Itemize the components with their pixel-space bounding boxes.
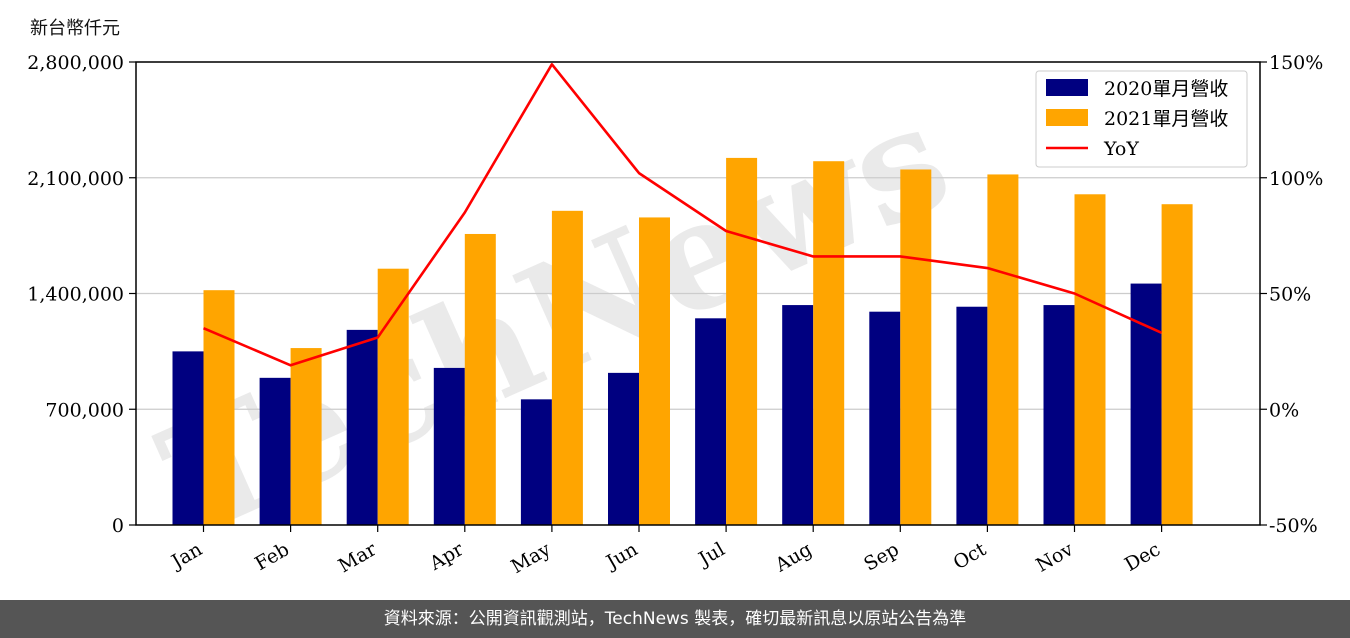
y2-tick-label: -50% (1269, 515, 1318, 537)
bar-2021 (987, 174, 1019, 525)
x-tick-label: Oct (950, 538, 991, 574)
bar-2021 (464, 233, 496, 525)
bar-2020 (782, 305, 814, 525)
legend-label: 2021單月營收 (1104, 108, 1228, 130)
bar-2021 (639, 217, 670, 525)
source-footer: 資料來源：公開資訊觀測站，TechNews 製表，確切最新訊息以原站公告為準 (0, 600, 1350, 638)
bar-2021 (551, 210, 583, 526)
bar-2020 (608, 372, 639, 525)
x-tick-label: Nov (1032, 538, 1077, 577)
bar-2020 (1130, 283, 1162, 525)
x-tick-label: Jul (693, 538, 728, 571)
bar-2020 (172, 351, 204, 525)
bar-2021 (377, 268, 409, 525)
y2-tick-label: 0% (1269, 399, 1299, 421)
bar-2021 (900, 169, 932, 525)
legend-label: 2020單月營收 (1104, 78, 1228, 100)
bar-2020 (520, 399, 552, 525)
y-tick-label: 1,400,000 (27, 284, 124, 306)
x-tick-label: Sep (860, 538, 903, 575)
y-tick-label: 2,100,000 (27, 168, 124, 190)
bar-2021 (813, 161, 845, 525)
bar-2021 (726, 157, 758, 525)
bar-2021 (1074, 194, 1106, 526)
bar-2021 (290, 348, 322, 525)
x-tick-label: Mar (335, 538, 381, 577)
bar-2021 (203, 290, 235, 525)
bar-2021 (1161, 204, 1193, 525)
y-axis-unit-label: 新台幣仟元 (30, 18, 120, 39)
x-tick-label: Aug (771, 538, 816, 577)
x-tick-label: Apr (425, 538, 468, 575)
legend-label: YoY (1103, 138, 1139, 160)
y-tick-label: 0 (112, 515, 124, 537)
bar-2020 (1043, 305, 1075, 525)
bar-2020 (346, 329, 378, 525)
legend-swatch (1046, 79, 1088, 96)
x-tick-label: May (507, 538, 554, 578)
legend-box (1035, 70, 1248, 168)
bar-2020 (869, 311, 901, 525)
yoy-line (202, 63, 1163, 367)
y2-tick-label: 150% (1269, 52, 1323, 74)
revenue-chart: TechNews 0700,0001,400,0002,100,0002,800… (27, 52, 1323, 578)
bar-2020 (433, 367, 465, 525)
y2-tick-label: 50% (1269, 284, 1311, 306)
bar-2020 (695, 318, 727, 525)
bar-2020 (259, 377, 291, 525)
y-tick-label: 2,800,000 (27, 52, 124, 74)
x-tick-label: Dec (1121, 538, 1164, 576)
bar-2020 (956, 306, 988, 525)
y2-tick-label: 100% (1269, 168, 1323, 190)
y-tick-label: 700,000 (45, 399, 124, 421)
legend-swatch (1046, 109, 1088, 126)
x-tick-label: Jun (601, 538, 642, 574)
